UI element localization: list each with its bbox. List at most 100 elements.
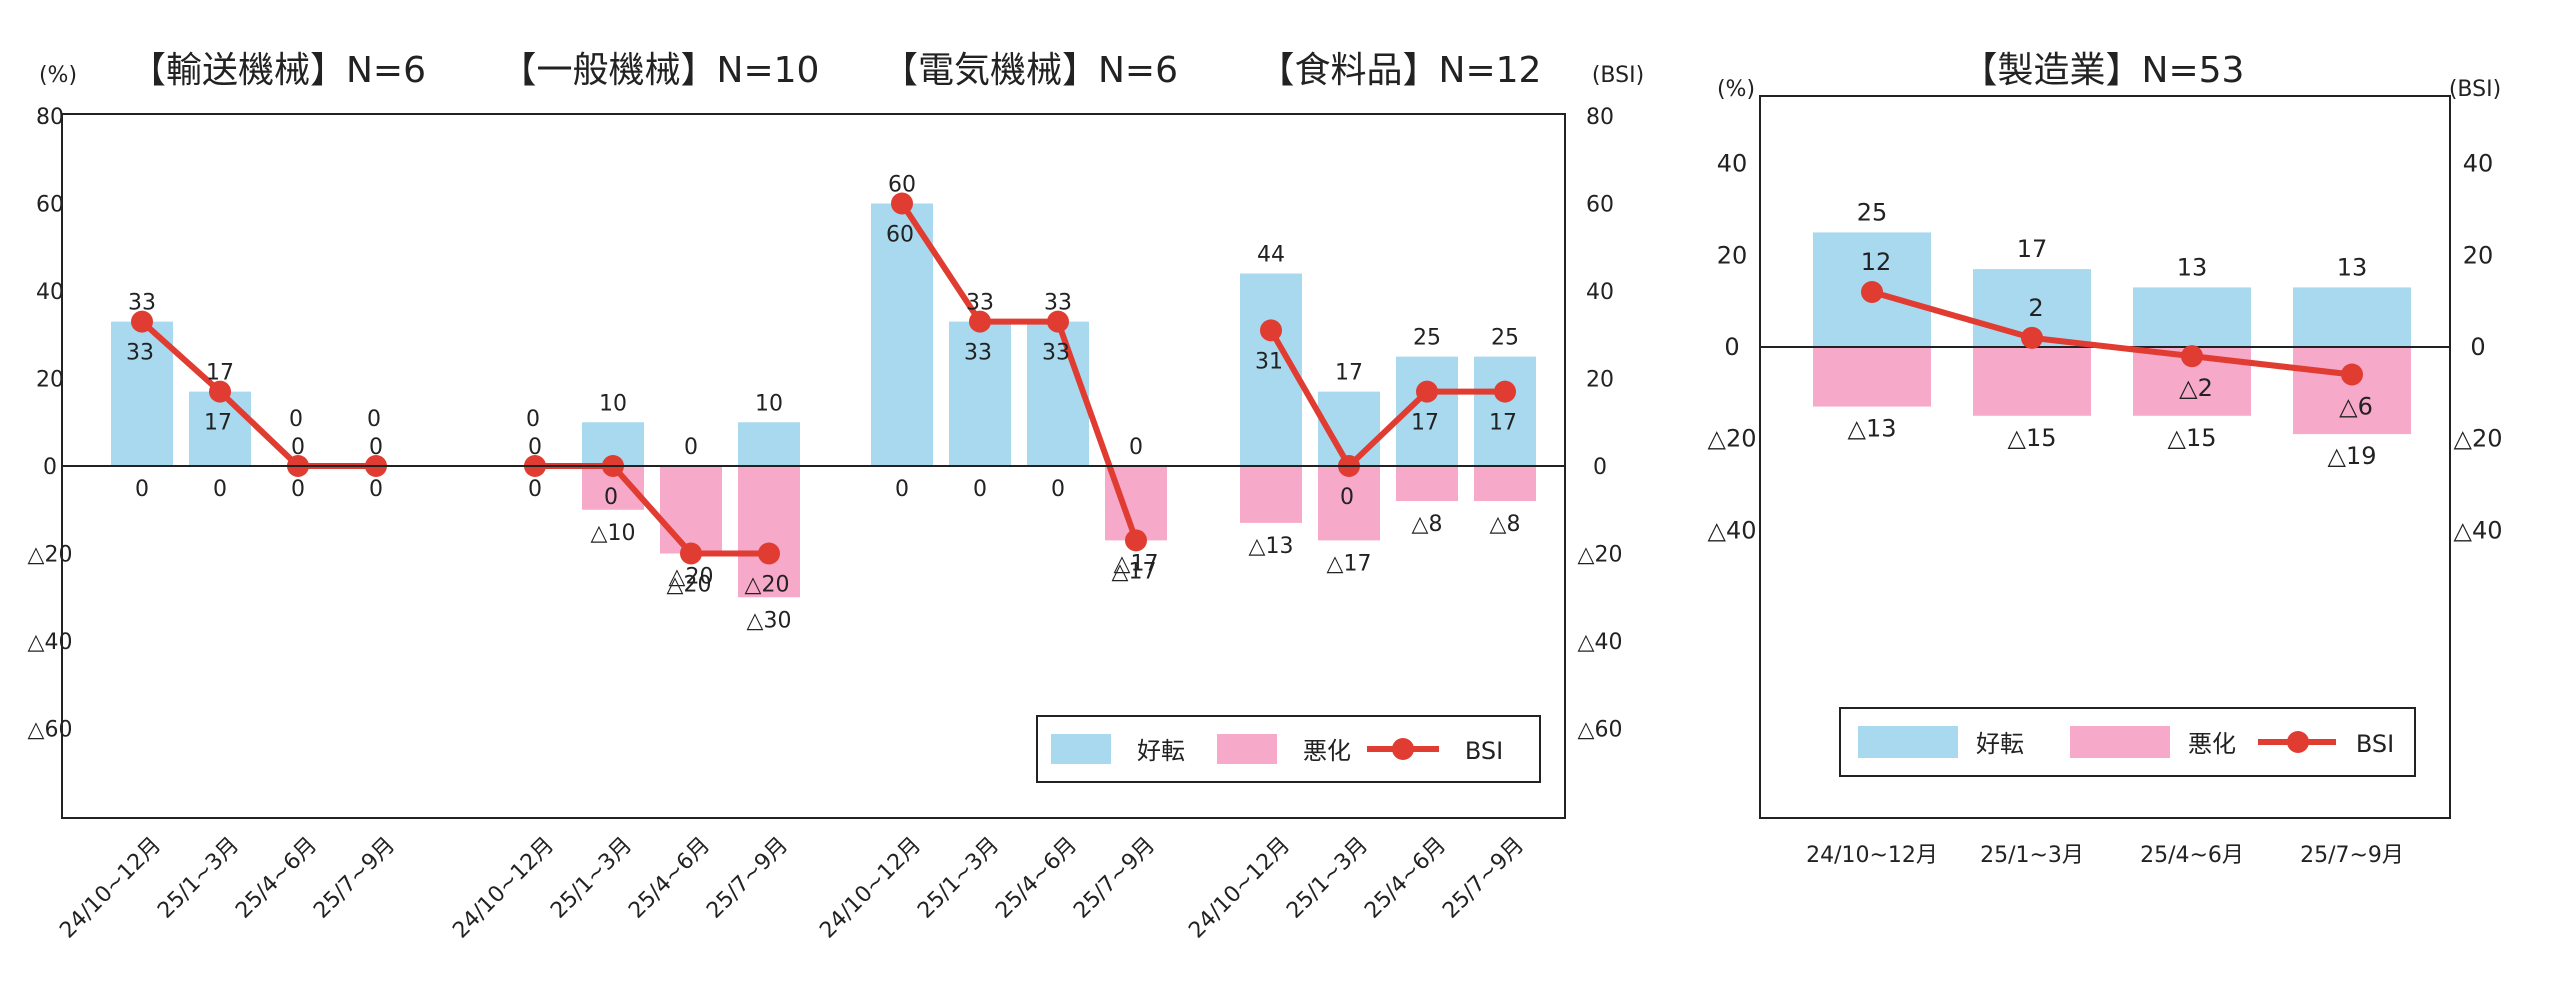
improve-value-label: 33 bbox=[966, 291, 994, 316]
bsi-value-label: △2 bbox=[2179, 374, 2213, 402]
legend-label-improve: 好転 bbox=[1976, 730, 2024, 758]
bsi-value-label: △6 bbox=[2339, 393, 2373, 421]
improve-bar bbox=[1474, 356, 1536, 466]
group-title: 【一般機械】N=10 bbox=[501, 50, 820, 91]
bsi-value-label: 0 bbox=[604, 485, 618, 510]
worsen-value-label: △30 bbox=[747, 608, 792, 633]
bsi-value-label: 17 bbox=[204, 411, 232, 436]
bsi-value-label: △20 bbox=[745, 573, 790, 598]
legend-swatch-worsen bbox=[2070, 726, 2170, 758]
worsen-value-label: △10 bbox=[591, 521, 636, 546]
bsi-point bbox=[1416, 380, 1438, 403]
worsen-bar bbox=[1813, 347, 1931, 407]
bsi-value-label: 2 bbox=[2028, 294, 2043, 322]
legend-label-bsi: BSI bbox=[2356, 730, 2394, 758]
improve-value-label: 44 bbox=[1257, 243, 1285, 268]
improve-value-label: 25 bbox=[1857, 198, 1888, 226]
y-unit-left: (%) bbox=[39, 63, 77, 88]
y-tick-label-left: △60 bbox=[28, 718, 73, 743]
improve-value-label: 25 bbox=[1491, 326, 1519, 351]
legend-marker-bsi bbox=[2287, 731, 2309, 753]
x-tick-label: 25/7~9月 bbox=[1069, 833, 1160, 924]
x-tick-label: 25/4~6月 bbox=[991, 833, 1082, 924]
x-tick-label: 25/7~9月 bbox=[309, 833, 400, 924]
y-tick-label-left: 0 bbox=[43, 455, 57, 480]
y-tick-label-left: △40 bbox=[1708, 516, 1757, 544]
legend-manufacturing bbox=[1839, 707, 2416, 777]
bsi-value-label: 31 bbox=[1255, 349, 1283, 374]
worsen-value-label: 0 bbox=[213, 477, 227, 502]
improve-value-label: 0 bbox=[684, 435, 698, 460]
y-unit-right: (BSI) bbox=[1592, 63, 1644, 88]
bsi-point bbox=[1861, 281, 1883, 303]
improve-bar bbox=[2133, 287, 2251, 347]
bsi-point bbox=[1260, 319, 1282, 342]
x-tick-label: 25/1~3月 bbox=[913, 833, 1004, 924]
y-tick-label-right: △20 bbox=[1578, 543, 1623, 568]
worsen-bar bbox=[2293, 347, 2411, 435]
worsen-value-label: 0 bbox=[291, 477, 305, 502]
worsen-bar bbox=[1396, 466, 1458, 501]
y-tick-label-left: △40 bbox=[28, 630, 73, 655]
improve-value-label: 0 bbox=[369, 435, 383, 460]
legend-label-improve: 好転 bbox=[1137, 737, 1185, 765]
bsi-point bbox=[680, 542, 702, 565]
legend-swatch-worsen bbox=[1217, 734, 1277, 764]
y-tick-label-left: 20 bbox=[1717, 241, 1748, 269]
worsen-value-label: 0 bbox=[973, 477, 987, 502]
improve-value-label: 0 bbox=[528, 435, 542, 460]
legend-label-bsi: BSI bbox=[1465, 737, 1503, 765]
worsen-bar bbox=[1318, 466, 1380, 541]
bsi-value-label: 33 bbox=[964, 341, 992, 366]
legend-label-worsen: 悪化 bbox=[2188, 730, 2236, 758]
improve-value-label: 0 bbox=[291, 435, 305, 460]
bsi-point bbox=[1047, 310, 1069, 333]
bsi-line bbox=[535, 463, 769, 557]
x-tick-label: 25/1~3月 bbox=[1282, 833, 1373, 924]
improve-bar bbox=[1027, 321, 1089, 466]
worsen-value-label: △19 bbox=[2328, 442, 2377, 470]
legend-swatch-improve bbox=[1051, 734, 1111, 764]
worsen-value-label: 0 bbox=[369, 477, 383, 502]
x-tick-label: 24/10~12月 bbox=[55, 833, 166, 944]
improve-bar bbox=[189, 391, 251, 466]
improve-value-label: 17 bbox=[2017, 235, 2048, 263]
y-tick-label-left: 60 bbox=[36, 193, 64, 218]
x-tick-label: 25/1~3月 bbox=[1980, 843, 2084, 868]
y-tick-label-right: 20 bbox=[2463, 241, 2494, 269]
x-tick-label: 25/7~9月 bbox=[2300, 843, 2404, 868]
y-tick-label-right: △40 bbox=[2454, 516, 2503, 544]
y-tick-label-right: 60 bbox=[1586, 193, 1614, 218]
y-tick-label-right: △40 bbox=[1578, 630, 1623, 655]
y-tick-label-left: 0 bbox=[1724, 333, 1739, 361]
worsen-value-label: △15 bbox=[2168, 424, 2217, 452]
bsi-line bbox=[139, 319, 376, 469]
group-title: 【輸送機械】N=6 bbox=[130, 50, 426, 91]
x-tick-label: 25/4~6月 bbox=[1360, 833, 1451, 924]
x-tick-label: 24/10~12月 bbox=[815, 833, 926, 944]
worsen-value-label: △17 bbox=[1114, 551, 1159, 576]
bsi-value-label: 17 bbox=[1489, 411, 1517, 436]
improve-bar bbox=[111, 321, 173, 466]
y-tick-label-right: △60 bbox=[1578, 718, 1623, 743]
worsen-value-label: 0 bbox=[1051, 477, 1065, 502]
worsen-bar bbox=[1474, 466, 1536, 501]
x-tick-label: 25/1~3月 bbox=[153, 833, 244, 924]
y-tick-label-right: 0 bbox=[2470, 333, 2485, 361]
x-tick-label: 25/4~6月 bbox=[231, 833, 322, 924]
bsi-value-label: 60 bbox=[886, 223, 914, 248]
y-tick-label-right: 40 bbox=[1586, 280, 1614, 305]
legend-marker-bsi bbox=[1392, 738, 1414, 760]
improve-value-label: 13 bbox=[2337, 253, 2368, 281]
bsi-value-label: 17 bbox=[1411, 411, 1439, 436]
worsen-value-label: △17 bbox=[1327, 551, 1372, 576]
group-title: 【電気機械】N=6 bbox=[882, 50, 1178, 91]
worsen-value-label: △20 bbox=[669, 565, 714, 590]
worsen-value-label: △13 bbox=[1249, 534, 1294, 559]
y-tick-label-left: 80 bbox=[36, 105, 64, 130]
group-title: 【食料品】N=12 bbox=[1259, 50, 1542, 91]
worsen-bar bbox=[660, 466, 722, 554]
improve-value-label: 33 bbox=[1044, 291, 1072, 316]
plot-frame-manufacturing bbox=[1759, 95, 2451, 819]
y-unit-left-manufacturing: (%) bbox=[1717, 77, 1755, 102]
